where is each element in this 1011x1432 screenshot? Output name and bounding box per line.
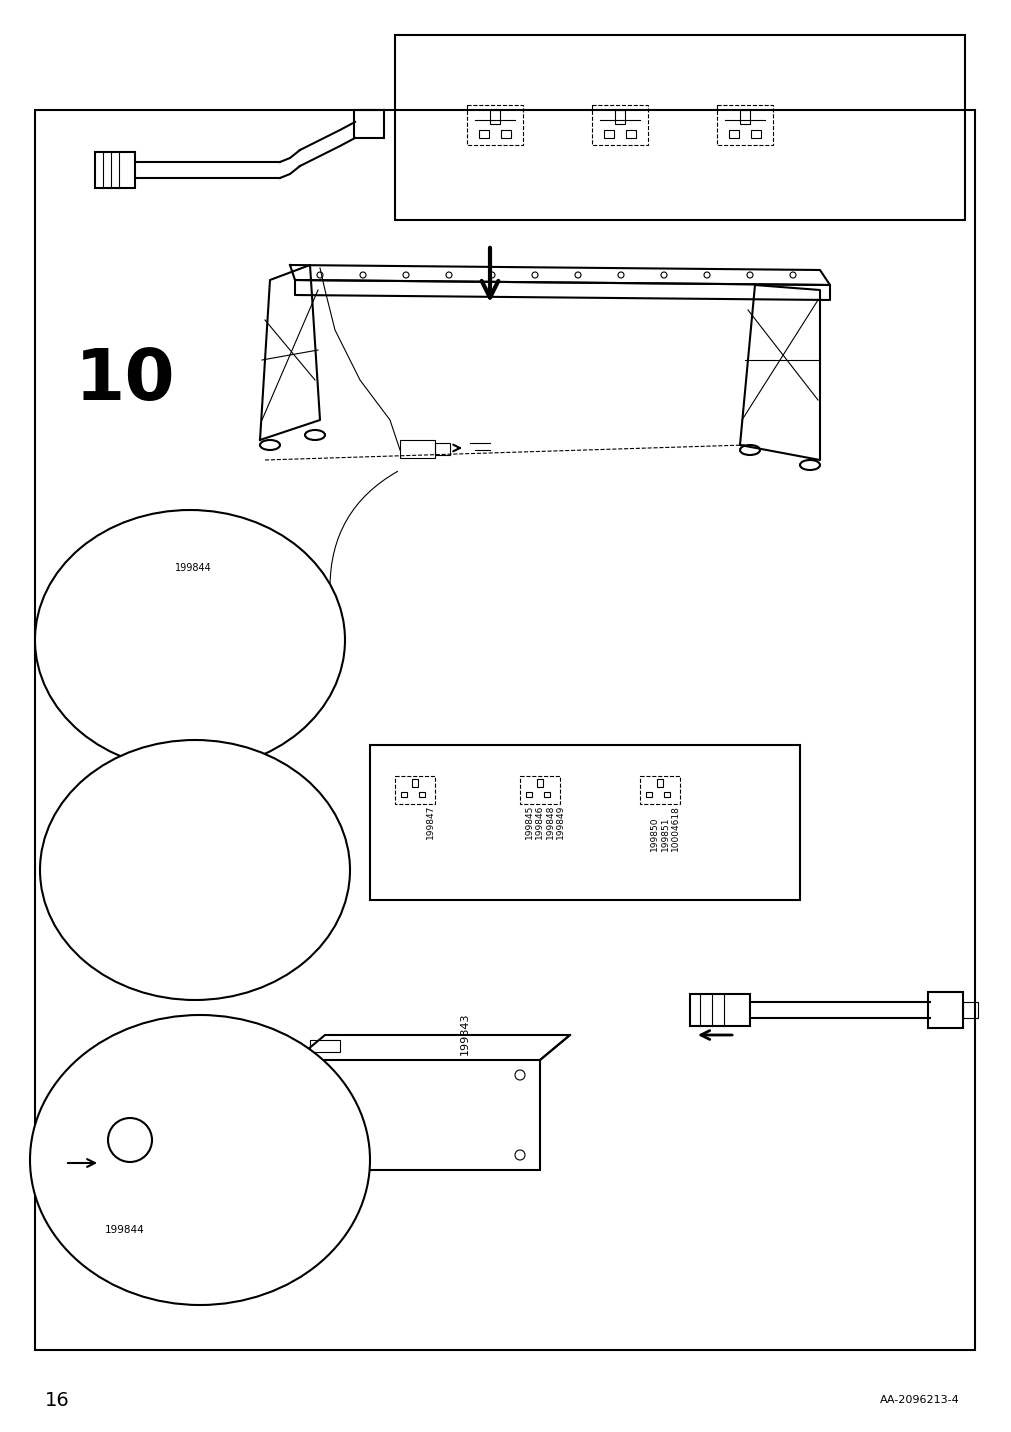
Bar	[35, 110, 974, 1350]
Bar	[395, 776, 434, 803]
Bar	[690, 994, 749, 1025]
Bar	[82, 858, 107, 886]
Bar	[115, 654, 195, 684]
Bar	[962, 1002, 977, 1018]
Bar	[435, 442, 450, 455]
Bar	[640, 776, 679, 803]
Bar	[526, 792, 532, 798]
Bar	[544, 792, 550, 798]
Bar	[82, 666, 107, 695]
Ellipse shape	[40, 740, 350, 1000]
Bar	[645, 792, 651, 798]
Bar	[656, 779, 662, 786]
Bar	[626, 130, 635, 137]
Bar	[309, 1040, 340, 1053]
Bar	[95, 152, 134, 188]
Bar	[82, 821, 107, 848]
Bar	[716, 105, 772, 145]
Bar	[82, 590, 107, 619]
Bar	[115, 586, 195, 614]
Bar	[400, 792, 406, 798]
Ellipse shape	[30, 1015, 370, 1305]
Bar	[411, 779, 418, 786]
Bar	[75, 800, 295, 939]
Bar	[370, 745, 800, 899]
Bar	[295, 1060, 540, 1170]
Bar	[198, 626, 243, 654]
Bar	[394, 34, 964, 221]
Text: 16: 16	[44, 1390, 70, 1409]
Bar	[663, 792, 669, 798]
Bar	[115, 885, 195, 915]
Bar	[50, 1128, 102, 1151]
Bar	[115, 851, 195, 881]
Bar	[604, 130, 614, 137]
Text: 199847: 199847	[425, 805, 434, 839]
Text: 199845
199846
199848
199849: 199845 199846 199848 199849	[525, 805, 564, 839]
Bar	[728, 130, 738, 137]
Bar	[82, 629, 107, 656]
Bar	[115, 815, 195, 845]
Text: 199844: 199844	[105, 1224, 145, 1234]
Bar	[245, 1095, 295, 1136]
Bar	[354, 110, 383, 137]
Bar	[399, 440, 435, 458]
Bar	[75, 570, 295, 710]
Bar	[419, 792, 425, 798]
Bar	[739, 110, 749, 125]
Text: 199850
199851
10004618: 199850 199851 10004618	[649, 805, 679, 851]
Text: 10: 10	[75, 345, 176, 414]
Bar	[615, 110, 625, 125]
Ellipse shape	[35, 510, 345, 770]
Bar	[500, 130, 511, 137]
Bar	[90, 1090, 295, 1190]
Bar	[927, 992, 962, 1028]
Text: 199844: 199844	[175, 563, 211, 573]
Bar	[591, 105, 647, 145]
Bar	[478, 130, 488, 137]
Bar	[82, 896, 107, 924]
Text: 199843: 199843	[460, 1012, 469, 1055]
Bar	[115, 620, 195, 650]
Text: AA-2096213-4: AA-2096213-4	[880, 1395, 959, 1405]
Bar	[489, 110, 499, 125]
Bar	[537, 779, 543, 786]
Text: 199844: 199844	[115, 1224, 158, 1234]
FancyArrowPatch shape	[330, 471, 397, 587]
Bar	[466, 105, 523, 145]
Bar	[750, 130, 760, 137]
Bar	[520, 776, 559, 803]
